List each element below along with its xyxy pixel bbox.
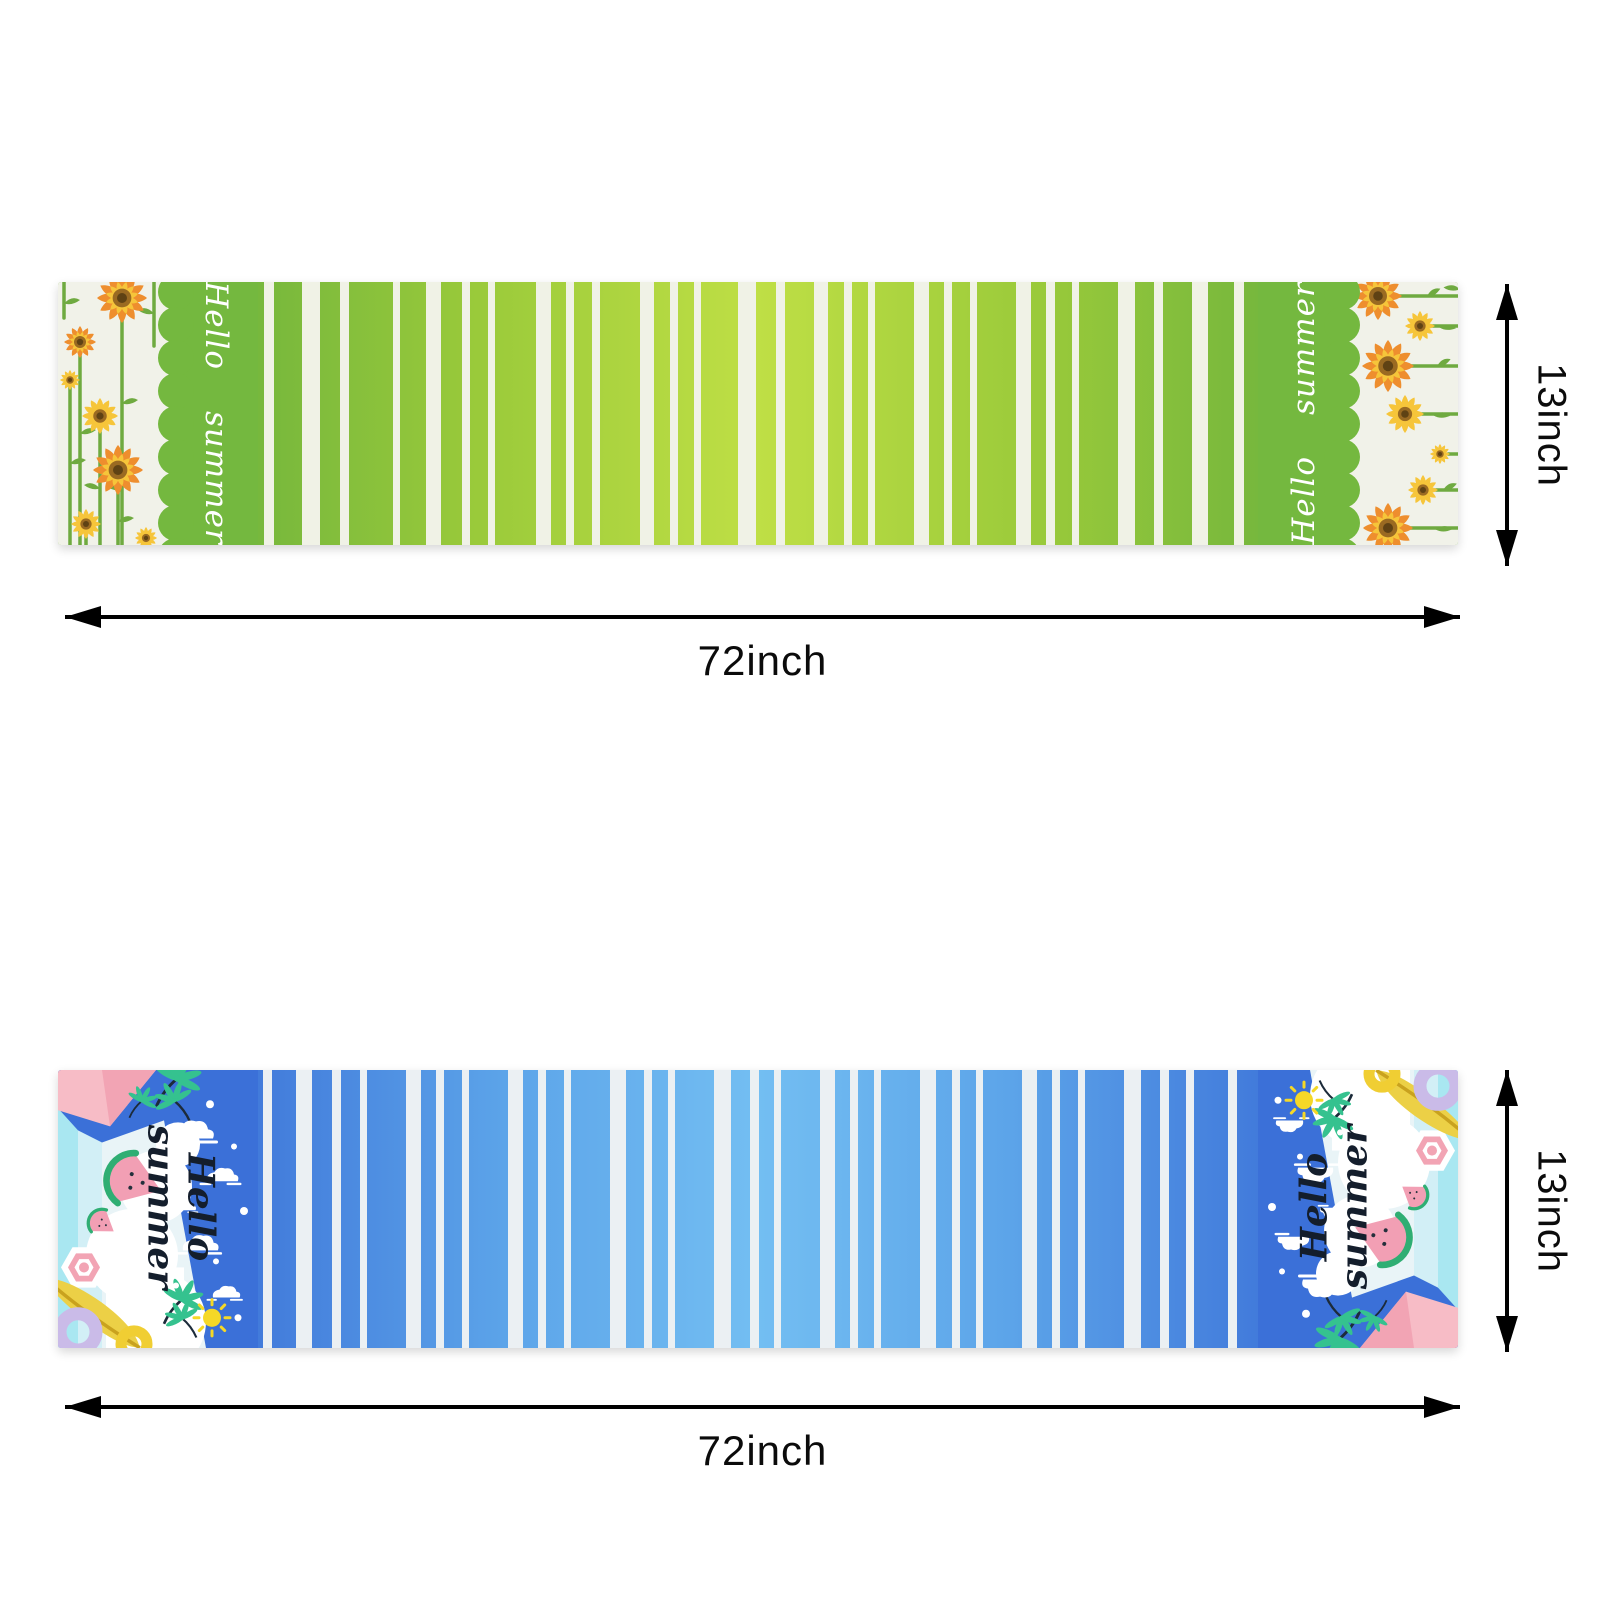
hello-summer-text: Hello summer	[1293, 1124, 1376, 1290]
fabric-stripe	[1186, 1070, 1194, 1348]
blue-beach-table-runner: Hello summer Hello summer	[58, 1070, 1458, 1348]
width-dimension-blue: 72inch	[65, 1396, 1460, 1474]
fabric-stripe	[332, 1070, 341, 1348]
fabric-stripe	[1228, 1070, 1237, 1348]
fabric-stripe	[874, 1070, 881, 1348]
fabric-stripe	[694, 282, 701, 545]
fabric-stripe	[640, 282, 654, 545]
fabric-stripe	[1072, 282, 1079, 545]
height-dimension-blue: 13inch	[1496, 1070, 1574, 1352]
fabric-stripe	[1118, 282, 1135, 545]
fabric-stripe	[340, 282, 349, 545]
fabric-stripe	[738, 282, 756, 545]
fabric-stripe	[814, 282, 828, 545]
fabric-stripe	[1078, 1070, 1085, 1348]
fabric-stripe	[976, 1070, 983, 1348]
fabric-stripe	[462, 282, 470, 545]
horizontal-arrow	[65, 606, 1460, 628]
fabric-stripe	[1160, 1070, 1169, 1348]
horizontal-arrow	[65, 1396, 1460, 1418]
fabric-stripe	[1124, 1070, 1141, 1348]
fabric-stripe	[670, 282, 678, 545]
fabric-stripe	[436, 1070, 444, 1348]
fabric-stripe	[393, 282, 400, 545]
fabric-stripe	[360, 1070, 367, 1348]
fabric-stripe	[1046, 282, 1055, 545]
height-dimension-green: 13inch	[1496, 284, 1574, 566]
fabric-stripe	[774, 1070, 781, 1348]
fabric-stripe	[538, 1070, 546, 1348]
fabric-stripe	[750, 1070, 759, 1348]
fabric-stripe	[488, 282, 495, 545]
fabric-stripe	[714, 1070, 731, 1348]
hello-summer-text: Hello summer	[139, 1124, 222, 1290]
fabric-stripe	[644, 1070, 652, 1348]
fabric-stripe	[970, 282, 977, 545]
fabric-stripe	[850, 1070, 858, 1348]
fabric-stripe	[1022, 1070, 1037, 1348]
width-label: 72inch	[697, 1427, 828, 1474]
fabric-stripe	[263, 1070, 272, 1348]
hello-summer-text: Hello summer	[198, 282, 234, 545]
width-label: 72inch	[697, 637, 828, 684]
fabric-stripe	[462, 1070, 469, 1348]
fabric-stripe	[952, 1070, 960, 1348]
fabric-stripe	[508, 1070, 523, 1348]
fabric-stripe	[264, 282, 274, 545]
fabric-stripe	[914, 282, 929, 545]
fabric-stripe	[426, 282, 441, 545]
fabric-stripe	[566, 282, 574, 545]
fabric-stripe	[302, 282, 320, 545]
fabric-stripe	[1052, 1070, 1060, 1348]
vertical-arrow	[1496, 1070, 1518, 1352]
fabric-stripe	[1016, 282, 1031, 545]
green-sunflower-table-runner: Hello summer Hello summer	[58, 282, 1458, 545]
fabric-stripe	[868, 282, 875, 545]
height-label: 13inch	[1529, 363, 1574, 487]
fabric-stripe	[944, 282, 952, 545]
fabric-stripe	[1192, 282, 1208, 545]
fabric-stripe	[820, 1070, 835, 1348]
fabric-stripe	[564, 1070, 571, 1348]
vertical-arrow	[1496, 284, 1518, 566]
fabric-stripe	[406, 1070, 421, 1348]
striped-fabric-blue	[258, 1070, 1258, 1348]
fabric-stripe	[610, 1070, 626, 1348]
width-dimension-green: 72inch	[65, 606, 1460, 684]
fabric-stripe	[296, 1070, 312, 1348]
height-label: 13inch	[1529, 1149, 1574, 1273]
fabric-stripe	[592, 282, 600, 545]
hello-summer-text: Hello summer	[1286, 282, 1322, 545]
striped-fabric-green	[258, 282, 1258, 545]
fabric-stripe	[1234, 282, 1244, 545]
fabric-stripe	[536, 282, 551, 545]
fabric-stripe	[844, 282, 852, 545]
fabric-stripe	[920, 1070, 936, 1348]
fabric-stripe	[1154, 282, 1163, 545]
fabric-stripe	[668, 1070, 675, 1348]
fabric-stripe	[776, 282, 785, 545]
